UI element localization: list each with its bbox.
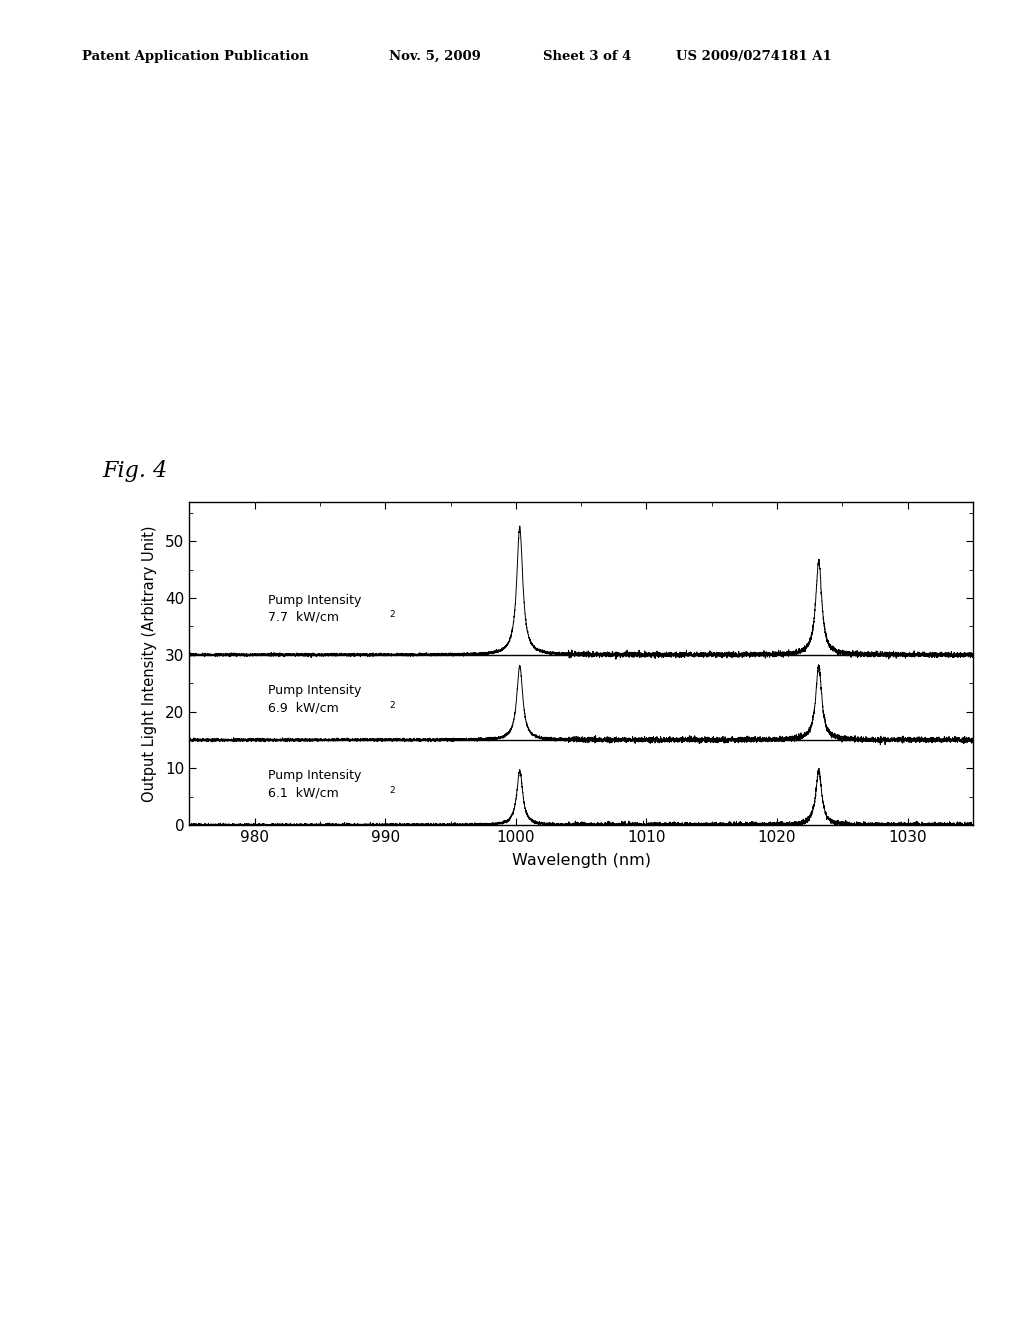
Text: Pump Intensity: Pump Intensity — [267, 770, 361, 783]
Text: 2: 2 — [389, 785, 395, 795]
Text: 6.9  kW/cm: 6.9 kW/cm — [267, 701, 339, 714]
Text: 6.1  kW/cm: 6.1 kW/cm — [267, 787, 339, 800]
Text: Patent Application Publication: Patent Application Publication — [82, 50, 308, 63]
X-axis label: Wavelength (nm): Wavelength (nm) — [512, 853, 650, 869]
Text: 2: 2 — [389, 610, 395, 619]
Text: Pump Intensity: Pump Intensity — [267, 594, 361, 607]
Y-axis label: Output Light Intensity (Arbitrary Unit): Output Light Intensity (Arbitrary Unit) — [142, 525, 157, 801]
Text: US 2009/0274181 A1: US 2009/0274181 A1 — [676, 50, 831, 63]
Text: Nov. 5, 2009: Nov. 5, 2009 — [389, 50, 481, 63]
Text: 7.7  kW/cm: 7.7 kW/cm — [267, 611, 339, 623]
Text: 2: 2 — [389, 701, 395, 710]
Text: Fig. 4: Fig. 4 — [102, 459, 168, 482]
Text: Sheet 3 of 4: Sheet 3 of 4 — [543, 50, 631, 63]
Text: Pump Intensity: Pump Intensity — [267, 684, 361, 697]
